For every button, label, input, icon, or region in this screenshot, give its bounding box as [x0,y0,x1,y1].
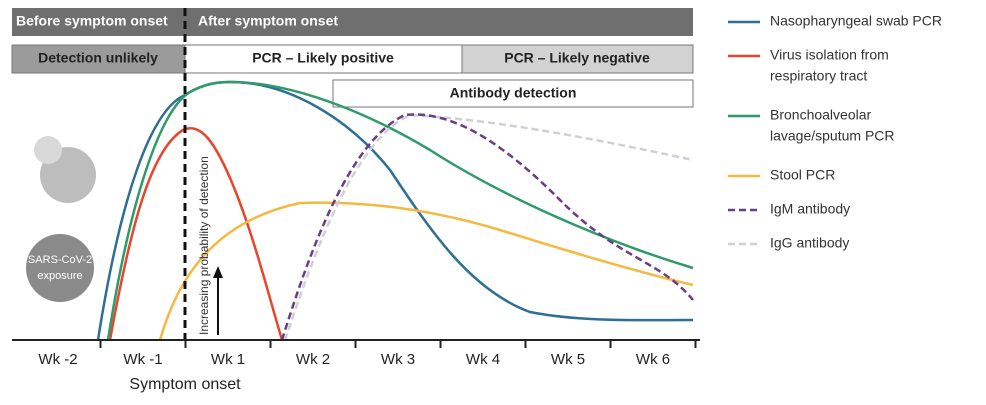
legend-label: Nasopharyngeal swab PCR [770,13,942,29]
x-label: Wk 3 [381,351,415,368]
legend-label: Virus isolation from [770,47,889,63]
x-title: Symptom onset [129,376,241,393]
x-label: Wk 1 [211,351,245,368]
arrow-head [213,266,223,278]
x-label: Wk 5 [551,351,585,368]
figure: Before symptom onset After symptom onset… [0,0,986,405]
legend-label: respiratory tract [770,68,867,84]
legend-label: IgM antibody [770,201,850,217]
exposure-label: SARS-CoV-2 [28,254,92,266]
legend-label: lavage/sputum PCR [770,128,895,144]
x-label: Wk 4 [466,351,500,368]
stage-label: Antibody detection [450,85,577,101]
curve [110,128,282,340]
exposure-label: exposure [37,270,82,282]
x-label: Wk -2 [38,351,77,368]
stage-label: PCR – Likely positive [252,50,394,66]
phase-after: After symptom onset [198,13,338,29]
legend-label: Stool PCR [770,167,835,183]
y-label: Increasing probability of detection [197,156,211,335]
legend-label: IgG antibody [770,235,849,251]
stage-label: PCR – Likely negative [504,50,650,66]
curve [98,82,693,340]
x-label: Wk 2 [296,351,330,368]
stage-label: Detection unlikely [38,50,158,66]
virus-icon [34,136,62,164]
x-label: Wk 6 [636,351,670,368]
curve [108,82,693,340]
virus-icon [26,234,94,302]
phase-before: Before symptom onset [16,13,168,29]
x-label: Wk -1 [123,351,162,368]
legend-label: Bronchoalveolar [770,107,872,123]
